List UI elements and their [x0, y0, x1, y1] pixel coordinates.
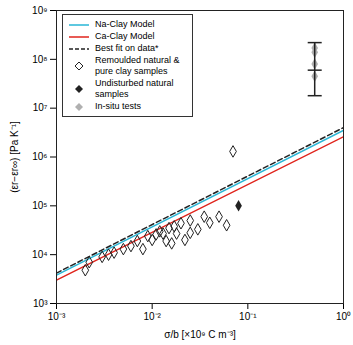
html-text:In-situ tests: In-situ tests [95, 101, 141, 111]
svg-text:10⁰: 10⁰ [336, 311, 351, 322]
html-text:Remoulded natural & pure clay: Remoulded natural & pure clay samples [95, 55, 180, 76]
svg-text:10⁶: 10⁶ [32, 151, 47, 162]
svg-text:10⁻²: 10⁻² [143, 311, 161, 322]
svg-text:10⁹: 10⁹ [32, 5, 47, 16]
svg-text:10⁴: 10⁴ [32, 249, 47, 260]
svg-text:10⁻¹: 10⁻¹ [239, 311, 257, 322]
svg-text:σ/b [×10⁹ C m⁻³]: σ/b [×10⁹ C m⁻³] [164, 329, 236, 340]
html-text:Undisturbed natural samples: Undisturbed natural samples [95, 78, 174, 99]
svg-text:(εr−εr∞) [Pa K⁻¹]: (εr−εr∞) [Pa K⁻¹] [9, 121, 20, 193]
svg-text:10³: 10³ [33, 298, 48, 309]
html-text:Ca-Clay Model: Ca-Clay Model [95, 31, 155, 41]
svg-text:10⁵: 10⁵ [32, 200, 47, 211]
svg-text:10⁸: 10⁸ [32, 54, 47, 65]
svg-text:10⁷: 10⁷ [33, 102, 48, 113]
svg-text:10⁻³: 10⁻³ [48, 311, 66, 322]
html-text:Best fit on data*: Best fit on data* [95, 43, 159, 53]
html-text:Na-Clay Model: Na-Clay Model [95, 19, 155, 29]
